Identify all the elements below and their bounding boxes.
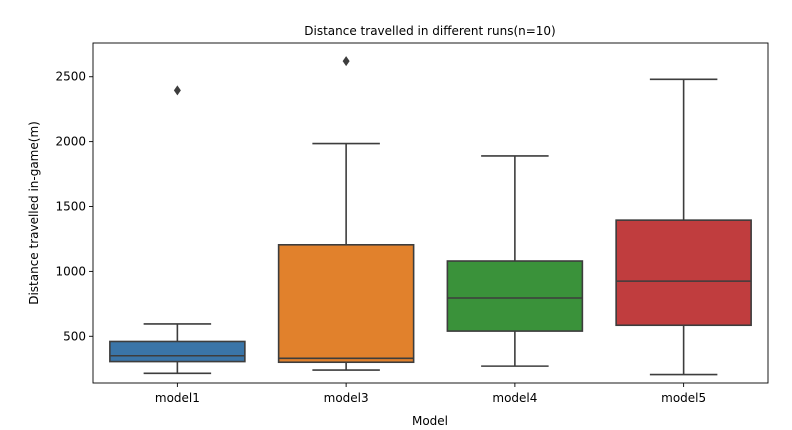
y-axis: 500 1000 1500 2000 2500 [55, 70, 93, 343]
box-model1 [109, 85, 246, 375]
plot-frame [92, 42, 769, 384]
x-tick-label-model4: model4 [492, 391, 537, 405]
plot-area [109, 56, 752, 376]
x-axis: model1 model3 model4 model5 [155, 383, 706, 405]
y-tick-label: 1000 [55, 264, 86, 278]
x-axis-label: Model [412, 414, 448, 428]
x-tick-label-model3: model3 [324, 391, 369, 405]
outlier-point [342, 56, 350, 67]
box-body [277, 243, 415, 364]
y-tick-label: 500 [63, 329, 86, 343]
x-tick-label-model1: model1 [155, 391, 200, 405]
box-body [615, 219, 752, 327]
y-tick-label: 2500 [55, 70, 86, 84]
box-body [446, 260, 584, 332]
x-tick-label-model5: model5 [661, 391, 706, 405]
y-tick-label: 1500 [55, 200, 86, 214]
outlier-point [173, 85, 181, 96]
box-model5 [615, 78, 752, 376]
chart-title: Distance travelled in different runs(n=1… [304, 24, 555, 38]
y-tick-label: 2000 [55, 135, 86, 149]
box-body [109, 340, 246, 363]
box-model4 [446, 155, 584, 367]
box-model3 [277, 56, 415, 371]
y-axis-label: Distance travelled in-game(m) [27, 121, 41, 305]
